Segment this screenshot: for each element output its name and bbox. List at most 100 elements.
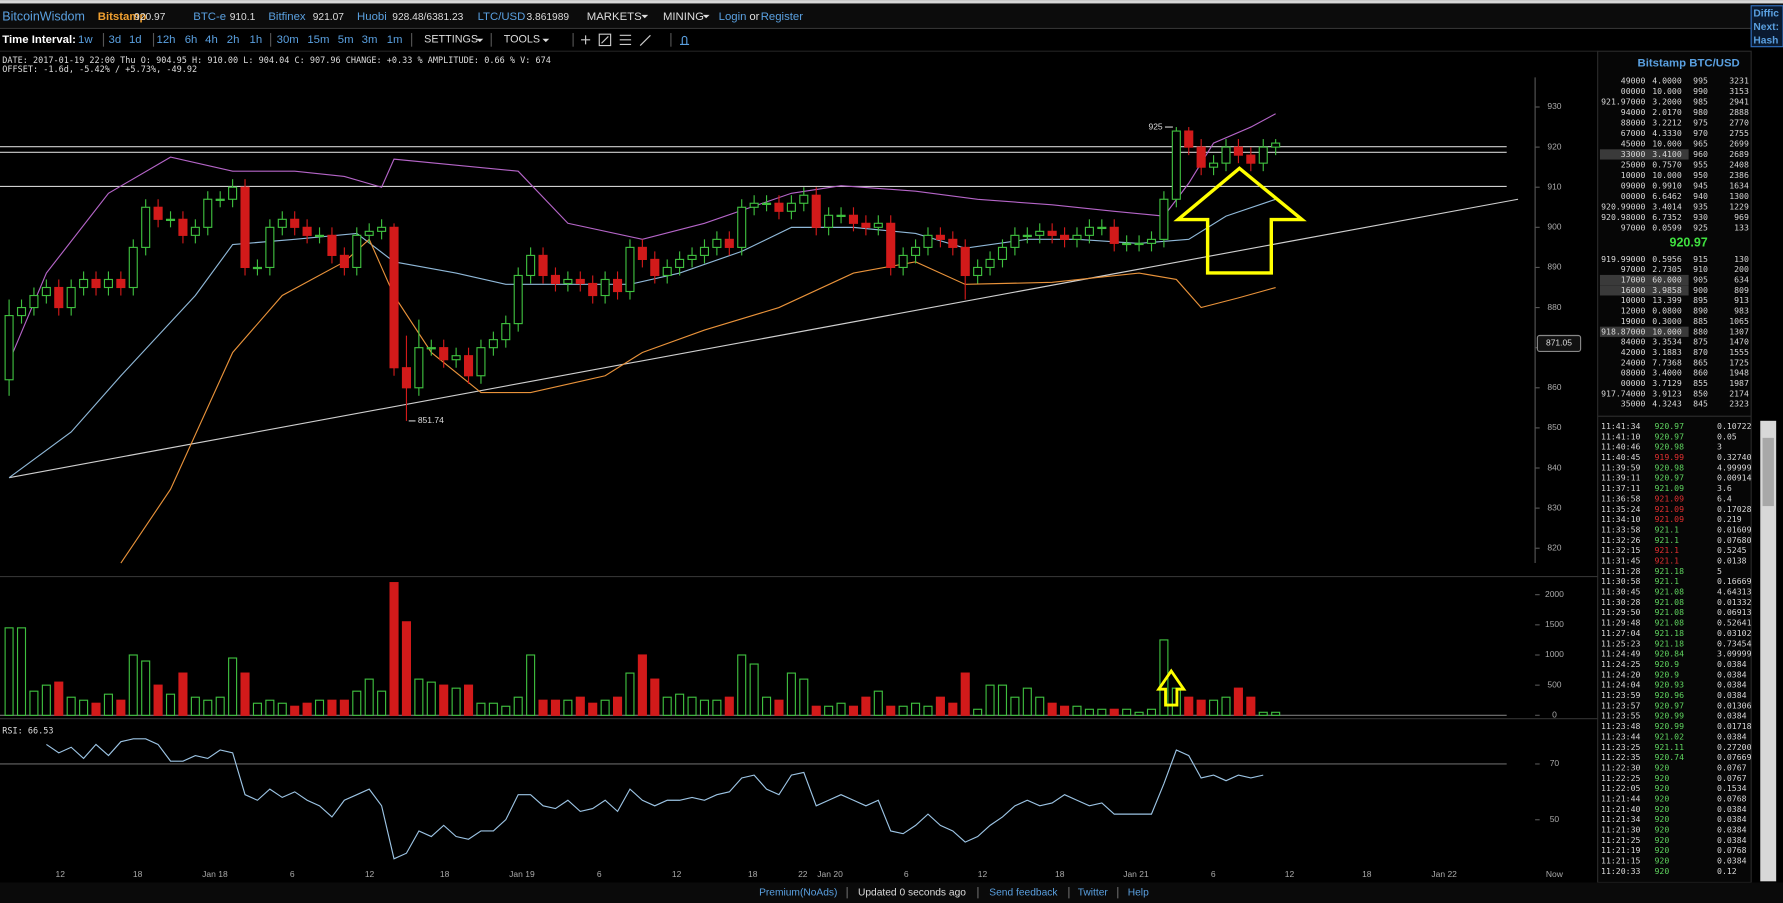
crosshair-icon[interactable] [581,35,591,45]
book-highlight [1599,326,1689,337]
book-cell: 1229 [1729,202,1749,212]
book-cell: 6.7352 [1652,212,1682,222]
settings-menu[interactable]: SETTINGS [424,34,478,46]
candle-body [4,315,14,381]
ticker-price: 921.07 [313,12,345,23]
book-cell: 6.6462 [1652,191,1682,201]
interval-button[interactable]: 4h [205,34,218,46]
candle-body [178,218,188,236]
book-cell: 3153 [1729,86,1749,96]
footer-link[interactable]: Premium(NoAds) [759,887,837,898]
menu[interactable]: MINING [663,11,704,23]
interval-button[interactable]: 3d [109,34,122,46]
interval-button[interactable]: 1h [250,34,263,46]
time-label: 6 [597,869,602,879]
ticker-name[interactable]: Huobi [357,11,387,23]
book-cell: 00000 [1621,191,1646,201]
register-link[interactable]: Register [761,11,804,23]
time-label: Jan 19 [509,869,535,879]
volume-bar [662,696,672,716]
trade-amount: 0.07669 [1717,752,1752,762]
caret [641,14,649,19]
volume-bar [1047,702,1057,716]
annotation-arrow [1173,166,1307,275]
book-cell: 3.9123 [1652,388,1682,398]
trade-price: 920.9 [1655,669,1680,679]
footer-link[interactable]: Help [1128,887,1149,898]
interval-button[interactable]: 12h [157,34,176,46]
trade-amount: 0.0384 [1717,711,1747,721]
book-cell: 2755 [1729,128,1749,138]
volume-bar [401,621,411,716]
interval-button[interactable]: 30m [277,34,299,46]
ticker-price: 3.861989 [526,12,569,23]
candle-body [141,206,151,248]
ticker-name[interactable]: BTC-e [193,11,226,23]
volume-bar [141,660,151,716]
side-info[interactable]: Next: [1753,22,1779,33]
candle-body [724,238,734,248]
trade-price: 919.99 [1655,452,1685,462]
book-cell: 945 [1693,180,1708,190]
interval-button[interactable]: 1d [129,34,142,46]
trade-time: 11:29:48 [1601,618,1640,628]
fib-icon[interactable] [619,34,632,45]
candle-body [1246,154,1256,164]
interval-button[interactable]: 5m [338,34,354,46]
side-info[interactable]: Diffic [1753,8,1779,19]
volume-bar [563,699,573,716]
footer-link[interactable]: Send feedback [989,887,1058,898]
line-icon[interactable] [598,33,612,47]
ticker-name[interactable]: LTC/USD [478,11,526,23]
rsi-label: RSI: 66.53 [2,727,53,737]
candle-body [476,347,486,377]
pen-icon[interactable] [639,34,651,46]
candle-body [861,222,871,228]
candle-body [1171,130,1181,200]
interval-button[interactable]: 2h [227,34,240,46]
ticker-name[interactable]: Bitfinex [268,11,306,23]
book-cell: 634 [1734,275,1749,285]
trade-time: 11:22:05 [1601,783,1640,793]
book-cell: 1634 [1729,180,1749,190]
footer-link[interactable]: Twitter [1078,887,1109,898]
volume-bar [935,696,945,716]
interval-button[interactable]: 3m [362,34,378,46]
interval-button[interactable]: 6h [185,34,198,46]
book-highlight [1599,149,1689,160]
volume-bar [1060,705,1070,716]
trade-price: 921.1 [1655,535,1680,545]
trade-time: 11:23:55 [1601,711,1640,721]
volume-tick-label: 500 [1547,679,1561,689]
time-label: Jan 20 [817,869,843,879]
menu[interactable]: MARKETS [587,11,642,23]
brand[interactable]: BitcoinWisdom [2,9,85,23]
time-label: 6 [904,869,909,879]
line-icon-stroke [601,36,609,44]
volume-bar [501,705,511,716]
candle-body [588,282,598,297]
side-info[interactable]: Hash [1753,36,1778,47]
tools-menu[interactable]: TOOLS [504,34,540,46]
interval-button[interactable]: 1w [78,34,93,46]
ticker-name[interactable]: Bitstamp [98,11,147,23]
scroll-thumb[interactable] [1762,437,1774,507]
trade-amount: 4.64313 [1717,587,1752,597]
book-cell: 935 [1693,202,1708,212]
book-cell: 980 [1693,107,1708,117]
login-link[interactable]: Login [719,11,747,23]
interval-button[interactable]: 1m [387,34,403,46]
time-label: 12 [56,869,66,879]
book-cell: 60.000 [1652,275,1682,285]
book-cell: 0.5956 [1652,254,1682,264]
book-cell: 1065 [1729,316,1749,326]
trade-amount: 0.0384 [1717,659,1747,669]
alert-icon[interactable] [679,35,690,45]
volume-bar [116,699,126,716]
volume-bar [948,702,958,716]
book-cell: 920.99000 [1601,202,1645,212]
trade-time: 11:21:44 [1601,794,1640,804]
interval-button[interactable]: 15m [307,34,329,46]
book-cell: 88000 [1621,117,1646,127]
